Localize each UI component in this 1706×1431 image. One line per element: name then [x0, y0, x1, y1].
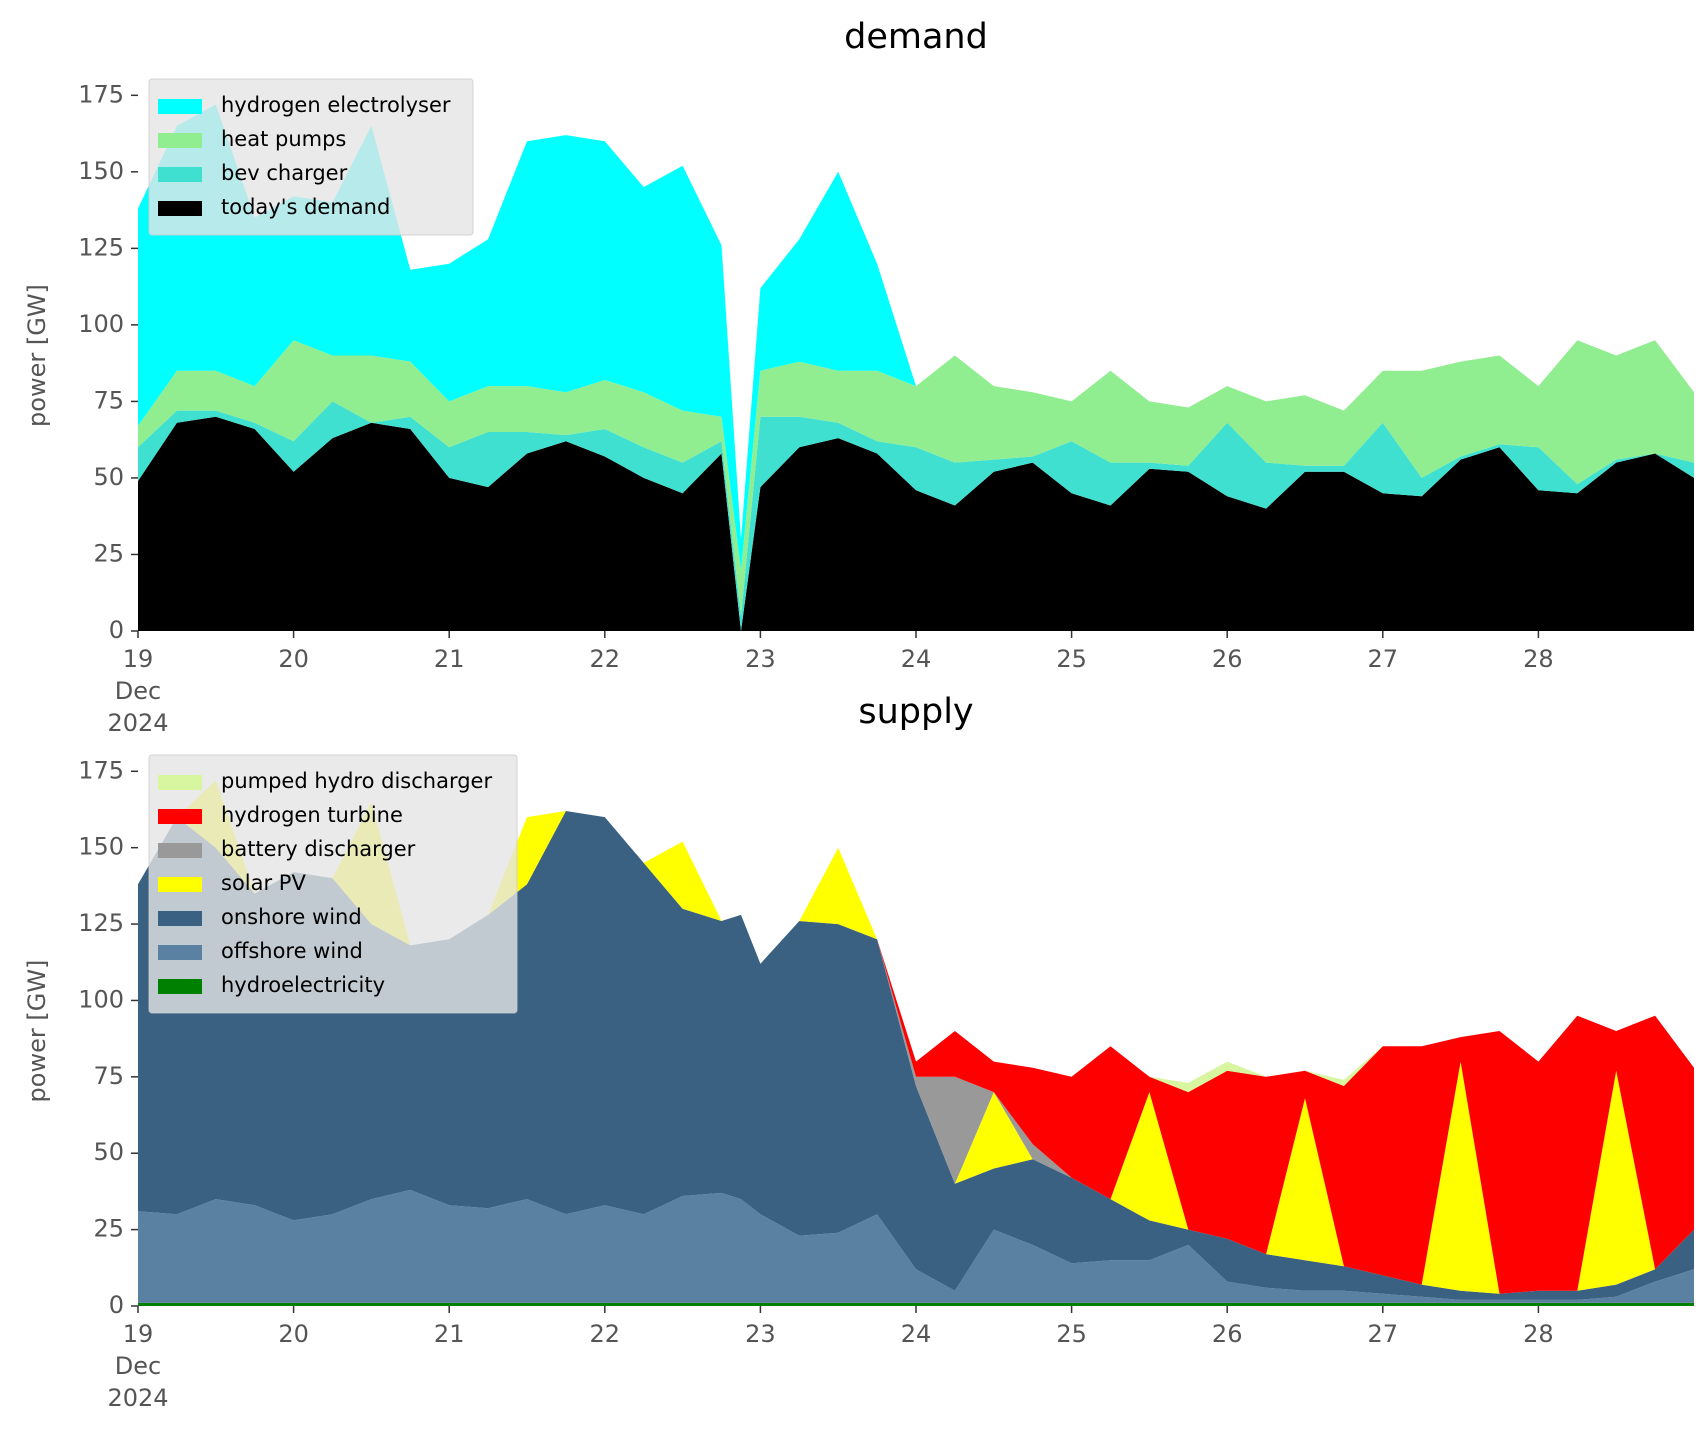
legend-swatch [158, 911, 202, 926]
x-tick-label: 27 [1368, 1320, 1399, 1348]
legend-label: hydroelectricity [221, 973, 385, 997]
x-tick-label: 21 [434, 1320, 465, 1348]
legend-swatch [158, 809, 202, 824]
x-tick-label: 26 [1212, 1320, 1243, 1348]
area [138, 811, 1694, 1300]
legend-swatch [158, 99, 202, 114]
x-tick-label: 19 Dec 2024 [107, 645, 168, 737]
legend-box [148, 754, 518, 1014]
x-tick-label: 25 [1056, 645, 1087, 673]
x-tick-label: 27 [1368, 645, 1399, 673]
legend-label: solar PV [221, 871, 306, 895]
x-tick-label: 25 [1056, 1320, 1087, 1348]
legend-box [148, 78, 474, 236]
area [138, 1302, 1694, 1306]
x-tick-label: 26 [1212, 645, 1243, 673]
legend-label: onshore wind [221, 905, 362, 929]
y-tick-label: 0 [109, 616, 124, 644]
legend-label: offshore wind [221, 939, 363, 963]
y-tick-label: 125 [78, 233, 124, 261]
y-axis-label: power [GW] [23, 960, 51, 1103]
y-tick-label: 100 [78, 310, 124, 338]
x-tick-label: 24 [901, 645, 932, 673]
x-tick-label: 24 [901, 1320, 932, 1348]
area [138, 1189, 1694, 1303]
x-tick-label: 28 [1523, 1320, 1554, 1348]
area [138, 104, 1694, 570]
y-tick-label: 175 [78, 80, 124, 108]
y-tick-label: 50 [93, 463, 124, 491]
legend-label: today's demand [221, 195, 390, 219]
y-tick-label: 75 [93, 1062, 124, 1090]
area [138, 780, 1694, 1294]
legend-swatch [158, 979, 202, 994]
legend-swatch [158, 133, 202, 148]
y-tick-label: 125 [78, 909, 124, 937]
area [138, 780, 1694, 1294]
x-tick-label: 28 [1523, 645, 1554, 673]
legend-label: pumped hydro discharger [221, 769, 492, 793]
legend-swatch [158, 201, 202, 216]
legend-label: heat pumps [221, 127, 346, 151]
x-tick-label: 22 [590, 1320, 621, 1348]
y-tick-label: 175 [78, 756, 124, 784]
legend-swatch [158, 877, 202, 892]
area [138, 416, 1694, 631]
x-tick-label: 19 Dec 2024 [107, 1320, 168, 1412]
legend-swatch [158, 843, 202, 858]
y-axis-label: power [GW] [23, 284, 51, 427]
x-tick-label: 20 [278, 645, 309, 673]
y-tick-label: 0 [109, 1291, 124, 1319]
legend-swatch [158, 167, 202, 182]
x-tick-label: 21 [434, 645, 465, 673]
x-tick-label: 23 [745, 1320, 776, 1348]
x-tick-label: 22 [590, 645, 621, 673]
legend-swatch [158, 945, 202, 960]
y-tick-label: 150 [78, 157, 124, 185]
x-tick-label: 23 [745, 645, 776, 673]
legend-label: hydrogen turbine [221, 803, 403, 827]
chart-title: demand [844, 17, 988, 57]
x-tick-label: 20 [278, 1320, 309, 1348]
legend-swatch [158, 775, 202, 790]
area [138, 401, 1694, 631]
y-tick-label: 75 [93, 386, 124, 414]
y-tick-label: 150 [78, 833, 124, 861]
legend-label: hydrogen electrolyser [221, 93, 451, 117]
y-tick-label: 100 [78, 985, 124, 1013]
y-tick-label: 25 [93, 539, 124, 567]
area [138, 340, 1694, 616]
y-tick-label: 25 [93, 1215, 124, 1243]
y-tick-label: 50 [93, 1138, 124, 1166]
chart-title: supply [858, 692, 973, 732]
legend-label: battery discharger [221, 837, 416, 861]
legend-label: bev charger [221, 161, 348, 185]
